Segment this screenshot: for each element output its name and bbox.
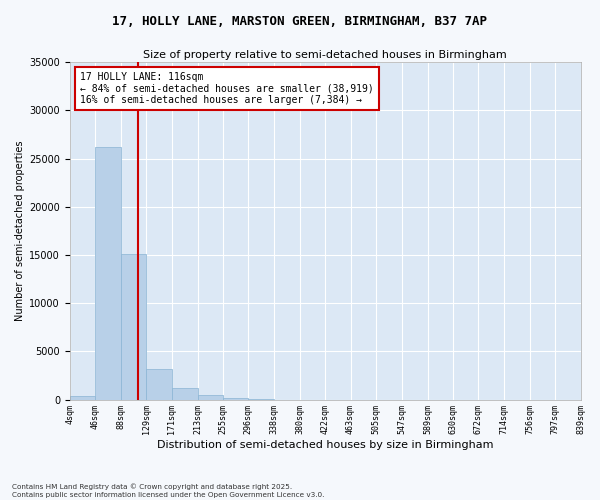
Bar	[223, 398, 248, 400]
Title: Size of property relative to semi-detached houses in Birmingham: Size of property relative to semi-detach…	[143, 50, 507, 60]
Bar	[146, 368, 172, 400]
Text: 17, HOLLY LANE, MARSTON GREEN, BIRMINGHAM, B37 7AP: 17, HOLLY LANE, MARSTON GREEN, BIRMINGHA…	[113, 15, 487, 28]
Bar	[197, 395, 223, 400]
Bar	[172, 388, 197, 400]
Bar	[121, 254, 146, 400]
Bar	[95, 147, 121, 400]
Bar	[70, 396, 95, 400]
X-axis label: Distribution of semi-detached houses by size in Birmingham: Distribution of semi-detached houses by …	[157, 440, 493, 450]
Y-axis label: Number of semi-detached properties: Number of semi-detached properties	[15, 140, 25, 321]
Text: Contains HM Land Registry data © Crown copyright and database right 2025.
Contai: Contains HM Land Registry data © Crown c…	[12, 484, 325, 498]
Text: 17 HOLLY LANE: 116sqm
← 84% of semi-detached houses are smaller (38,919)
16% of : 17 HOLLY LANE: 116sqm ← 84% of semi-deta…	[80, 72, 374, 106]
